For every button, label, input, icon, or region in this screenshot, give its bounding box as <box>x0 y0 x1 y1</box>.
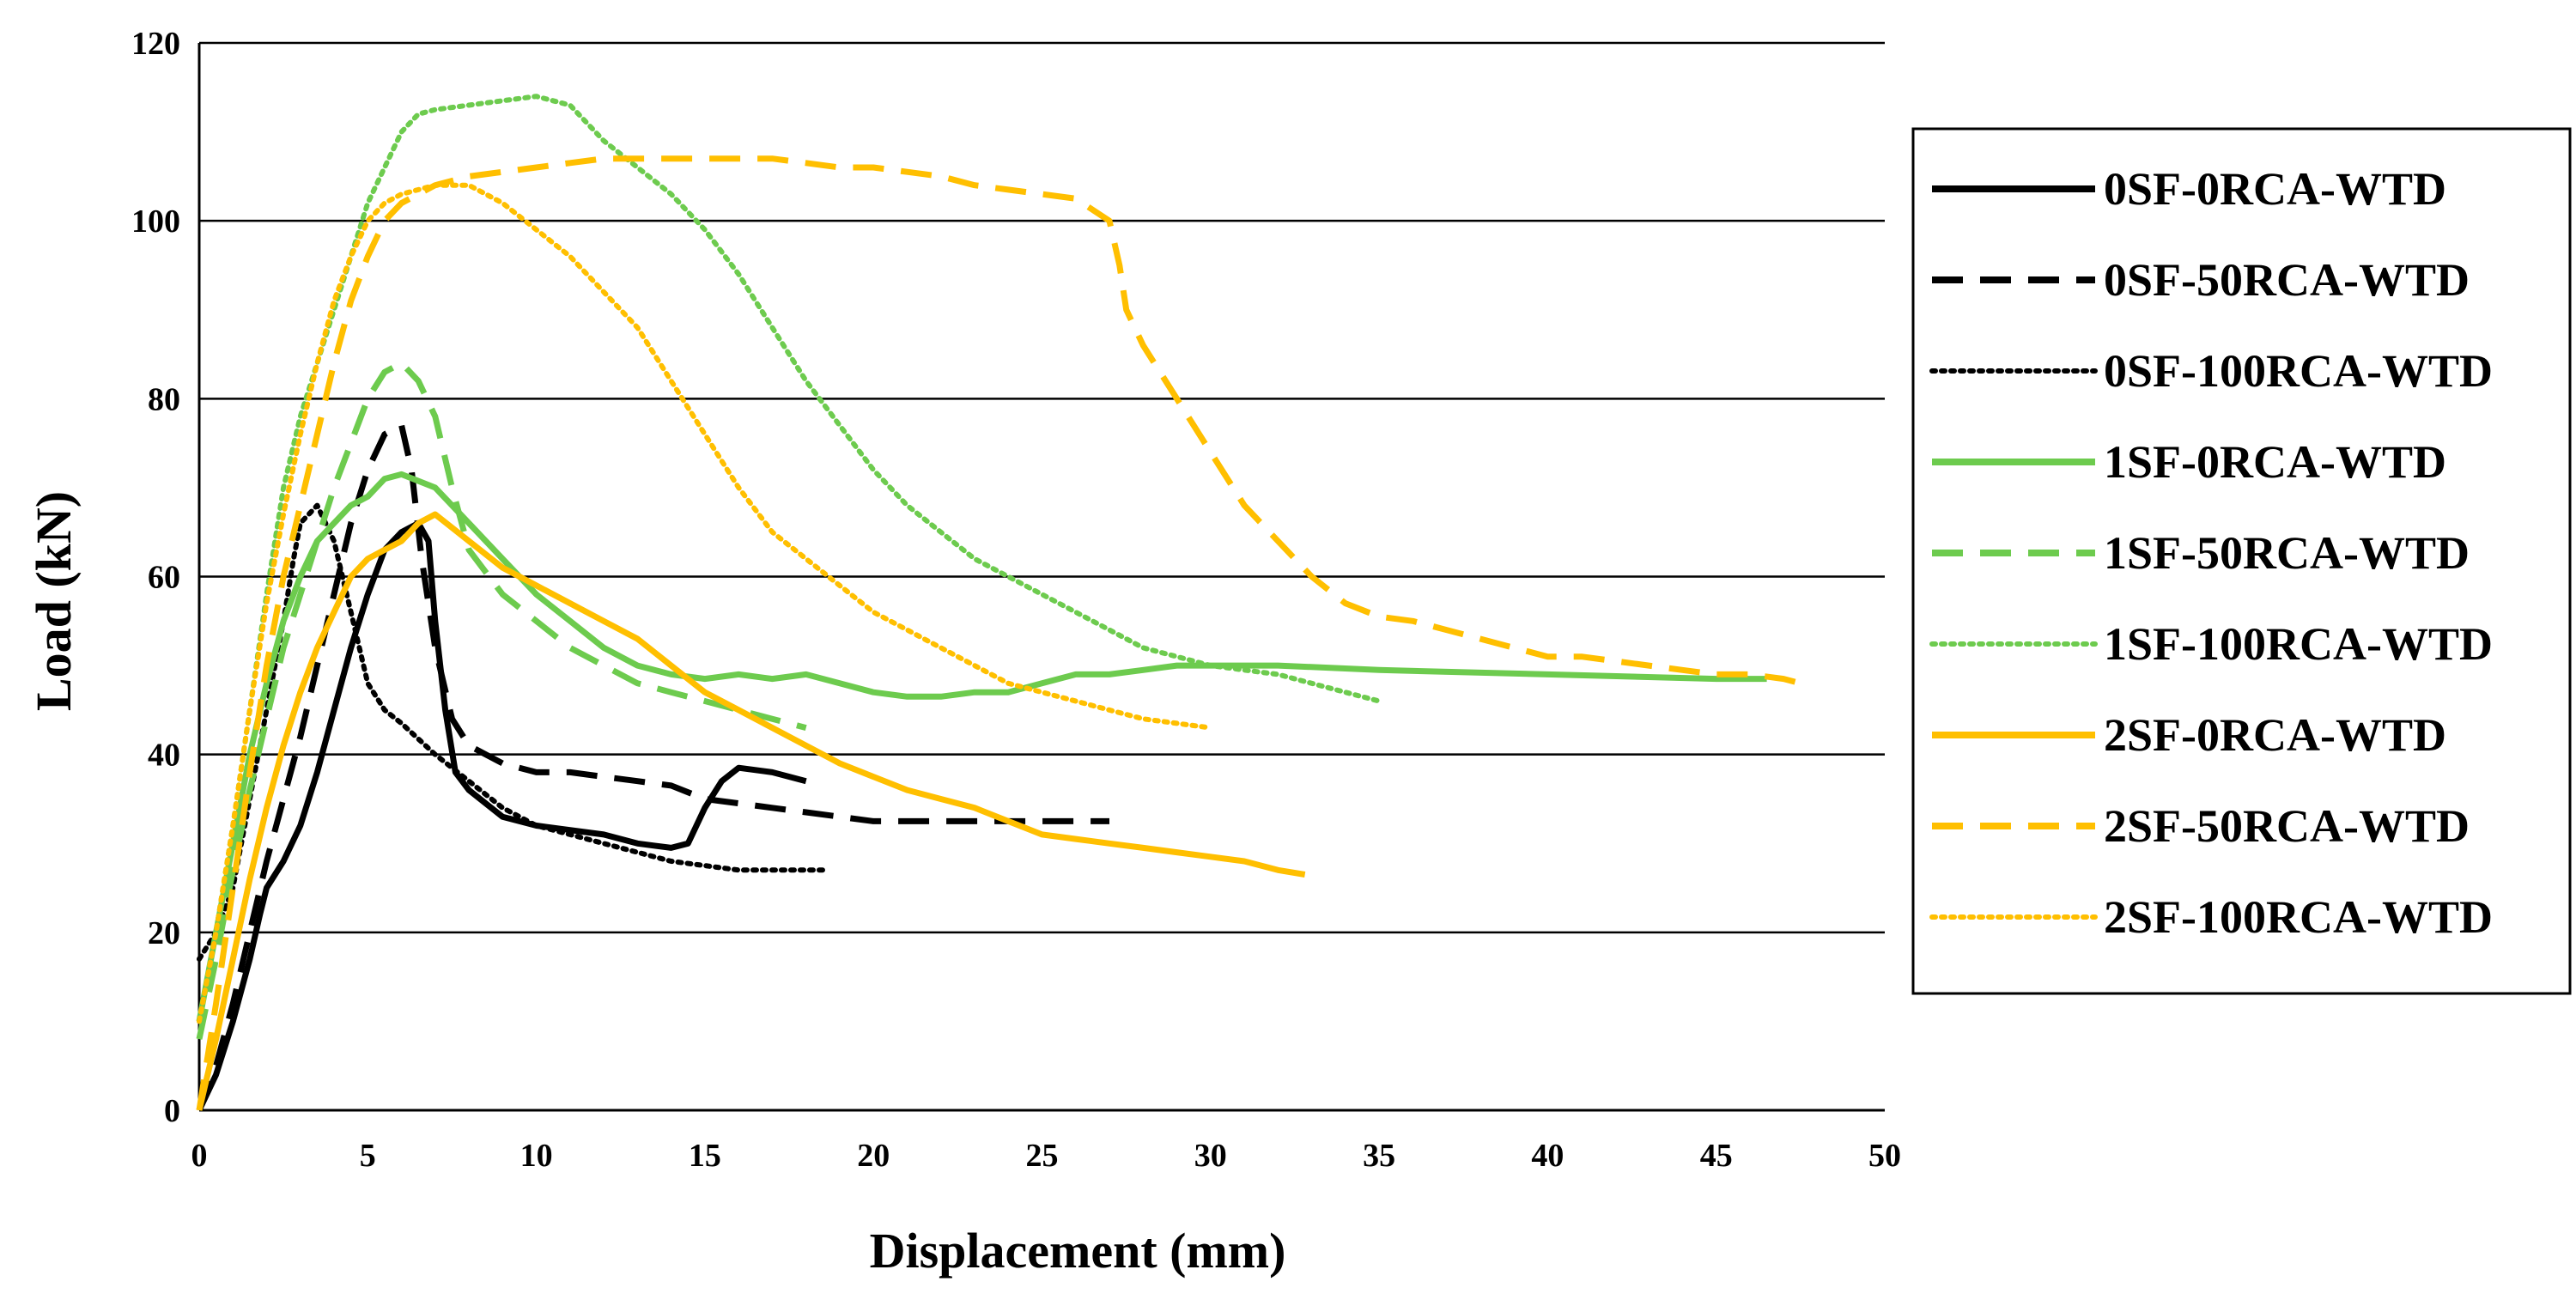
x-tick-label: 5 <box>360 1138 376 1174</box>
legend-label: 1SF-0RCA-WTD <box>2104 436 2446 488</box>
legend-label: 0SF-0RCA-WTD <box>2104 163 2446 215</box>
series-line-0SF-50RCA-WTD <box>196 422 1109 1112</box>
legend-label: 2SF-100RCA-WTD <box>2104 891 2493 943</box>
x-tick-label: 50 <box>1868 1138 1901 1174</box>
y-tick-label: 80 <box>148 381 180 417</box>
x-tick-label: 10 <box>520 1138 553 1174</box>
series-line-1SF-50RCA-WTD <box>196 360 807 1040</box>
x-tick-label: 0 <box>191 1138 208 1174</box>
axes <box>197 43 1885 1112</box>
x-tick-label: 20 <box>857 1138 890 1174</box>
legend: 0SF-0RCA-WTD 0SF-50RCA-WTD 0SF-100RCA-WTD 1… <box>1911 127 2572 995</box>
tick-labels: 0 20 40 60 80 100 120 0 5 10 15 20 25 30 35 40 45 50 <box>131 26 1901 1174</box>
y-axis-title: Load (kN) <box>26 491 82 711</box>
y-tick-label: 120 <box>131 26 180 62</box>
x-tick-label: 15 <box>689 1138 721 1174</box>
series-line-2SF-0RCA-WTD <box>196 511 1306 1111</box>
x-tick-label: 45 <box>1700 1138 1733 1174</box>
x-axis-title: Displacement (mm) <box>870 1223 1286 1279</box>
series-line-0SF-0RCA-WTD <box>196 519 807 1112</box>
x-tick-label: 25 <box>1026 1138 1059 1174</box>
legend-label: 0SF-100RCA-WTD <box>2104 345 2493 397</box>
legend-label: 1SF-100RCA-WTD <box>2104 618 2493 670</box>
x-tick-label: 30 <box>1194 1138 1227 1174</box>
y-tick-label: 60 <box>148 560 180 596</box>
series-lines <box>196 94 1801 1112</box>
y-tick-label: 100 <box>131 204 180 240</box>
x-tick-label: 35 <box>1363 1138 1395 1174</box>
legend-label: 0SF-50RCA-WTD <box>2104 254 2470 306</box>
x-tick-label: 40 <box>1531 1138 1564 1174</box>
y-tick-label: 40 <box>148 738 180 774</box>
y-tick-label: 0 <box>164 1093 180 1129</box>
legend-label: 2SF-50RCA-WTD <box>2104 800 2470 852</box>
series-line-0SF-100RCA-WTD <box>197 502 826 962</box>
legend-label: 2SF-0RCA-WTD <box>2104 709 2446 761</box>
legend-label: 1SF-50RCA-WTD <box>2104 527 2470 579</box>
series-line-2SF-50RCA-WTD <box>196 155 1801 1111</box>
series-line-2SF-100RCA-WTD <box>197 182 1213 1024</box>
y-tick-label: 20 <box>148 915 180 951</box>
legend-box <box>1911 127 2572 995</box>
